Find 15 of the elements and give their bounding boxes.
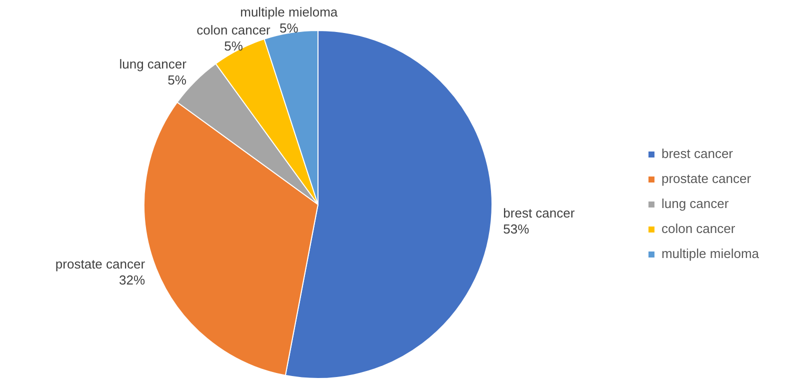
legend-label: colon cancer	[661, 221, 736, 236]
slice-label: prostate cancer	[55, 256, 146, 272]
slice-label: lung cancer	[119, 56, 188, 72]
slice-label: brest cancer	[503, 206, 576, 221]
data-label: 32%	[119, 272, 146, 288]
slice-label: multiple mieloma	[240, 4, 338, 20]
legend-label: brest cancer	[661, 146, 734, 162]
legend-label: multiple mieloma	[661, 246, 760, 262]
data-label: 5%	[224, 38, 244, 54]
data-label: 5%	[279, 20, 299, 36]
slice-label: colon cancer	[196, 22, 272, 38]
data-label: 5%	[168, 72, 187, 88]
legend-label: prostate cancer	[661, 171, 752, 186]
data-label: 53%	[503, 222, 530, 237]
legend-label: lung cancer	[661, 196, 730, 212]
